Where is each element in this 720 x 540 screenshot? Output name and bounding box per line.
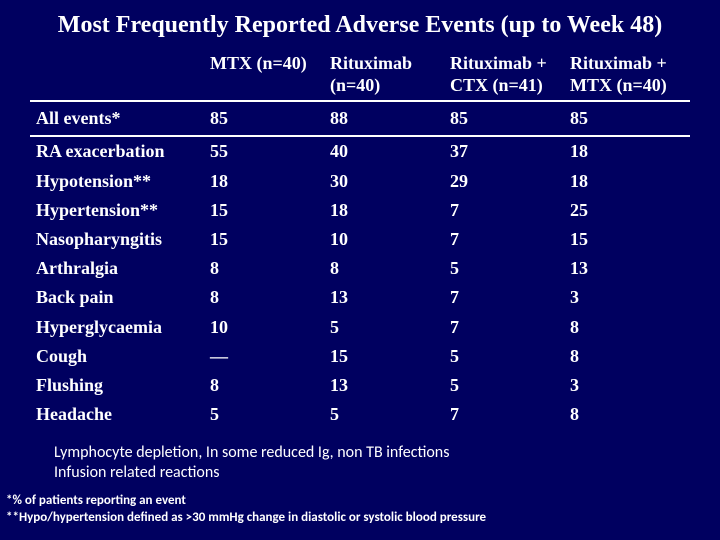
cell-value: 7 <box>448 227 568 252</box>
cell-label: Back pain <box>30 285 208 310</box>
table-row: Arthralgia88513 <box>30 254 690 283</box>
cell-label: RA exacerbation <box>30 139 208 164</box>
cell-value: 8 <box>208 256 328 281</box>
table-row: Nasopharyngitis1510715 <box>30 225 690 254</box>
cell-value: 40 <box>328 139 448 164</box>
cell-value: 85 <box>448 106 568 131</box>
cell-value: 10 <box>208 315 328 340</box>
cell-value: 88 <box>328 106 448 131</box>
cell-label: Cough <box>30 344 208 369</box>
cell-value: 15 <box>568 227 688 252</box>
cell-label: Nasopharyngitis <box>30 227 208 252</box>
cell-value: 3 <box>568 285 688 310</box>
note-line: Infusion related reactions <box>54 463 720 483</box>
table-row: Back pain81373 <box>30 283 690 312</box>
cell-value: 5 <box>328 315 448 340</box>
cell-value: 18 <box>328 198 448 223</box>
table-row: Headache5578 <box>30 400 690 429</box>
table-row: Flushing81353 <box>30 371 690 400</box>
cell-value: 8 <box>568 344 688 369</box>
cell-value: 5 <box>448 373 568 398</box>
cell-label: Hypotension** <box>30 169 208 194</box>
footnotes-block: *% of patients reporting an event **Hypo… <box>6 493 720 527</box>
cell-value: 85 <box>568 106 688 131</box>
cell-value: 13 <box>328 373 448 398</box>
cell-value: 15 <box>208 198 328 223</box>
cell-value: 13 <box>568 256 688 281</box>
cell-value: 18 <box>208 169 328 194</box>
cell-value: 15 <box>328 344 448 369</box>
cell-label: All events* <box>30 106 208 131</box>
cell-value: 25 <box>568 198 688 223</box>
adverse-events-table: MTX (n=40) Rituximab (n=40) Rituximab + … <box>30 53 690 429</box>
cell-label: Headache <box>30 402 208 427</box>
cell-value: 13 <box>328 285 448 310</box>
table-row: Cough—1558 <box>30 342 690 371</box>
cell-value: 85 <box>208 106 328 131</box>
cell-value: 37 <box>448 139 568 164</box>
cell-label: Flushing <box>30 373 208 398</box>
cell-value: 8 <box>568 315 688 340</box>
cell-value: 7 <box>448 315 568 340</box>
cell-value: 7 <box>448 402 568 427</box>
slide: Most Frequently Reported Adverse Events … <box>0 0 720 540</box>
row-all-events: All events* 85 88 85 85 <box>30 102 690 137</box>
cell-value: 8 <box>208 285 328 310</box>
cell-value: 18 <box>568 139 688 164</box>
cell-value: 18 <box>568 169 688 194</box>
cell-label: Arthralgia <box>30 256 208 281</box>
cell-value: 7 <box>448 285 568 310</box>
table-header-row: MTX (n=40) Rituximab (n=40) Rituximab + … <box>30 53 690 102</box>
cell-value: 5 <box>208 402 328 427</box>
footnote-line: **Hypo/hypertension defined as >30 mmHg … <box>6 510 720 527</box>
cell-value: 15 <box>208 227 328 252</box>
cell-value: — <box>208 344 328 369</box>
cell-value: 3 <box>568 373 688 398</box>
cell-value: 5 <box>328 402 448 427</box>
cell-value: 5 <box>448 344 568 369</box>
cell-value: 7 <box>448 198 568 223</box>
header-rituximab: Rituximab (n=40) <box>328 53 448 96</box>
cell-value: 30 <box>328 169 448 194</box>
cell-value: 8 <box>328 256 448 281</box>
cell-value: 10 <box>328 227 448 252</box>
header-rituximab-mtx: Rituximab + MTX (n=40) <box>568 53 688 96</box>
cell-value: 5 <box>448 256 568 281</box>
header-rituximab-ctx: Rituximab + CTX (n=41) <box>448 53 568 96</box>
cell-value: 29 <box>448 169 568 194</box>
table-row: Hypotension**18302918 <box>30 167 690 196</box>
cell-label: Hyperglycaemia <box>30 315 208 340</box>
note-line: Lymphocyte depletion, In some reduced Ig… <box>54 443 720 463</box>
table-row: Hyperglycaemia10578 <box>30 313 690 342</box>
cell-value: 8 <box>568 402 688 427</box>
table-row: RA exacerbation55403718 <box>30 137 690 166</box>
cell-label: Hypertension** <box>30 198 208 223</box>
cell-value: 55 <box>208 139 328 164</box>
cell-value: 8 <box>208 373 328 398</box>
slide-title: Most Frequently Reported Adverse Events … <box>0 12 720 39</box>
notes-block: Lymphocyte depletion, In some reduced Ig… <box>54 443 720 483</box>
footnote-line: *% of patients reporting an event <box>6 493 720 510</box>
table-row: Hypertension**1518725 <box>30 196 690 225</box>
header-mtx: MTX (n=40) <box>208 53 328 75</box>
